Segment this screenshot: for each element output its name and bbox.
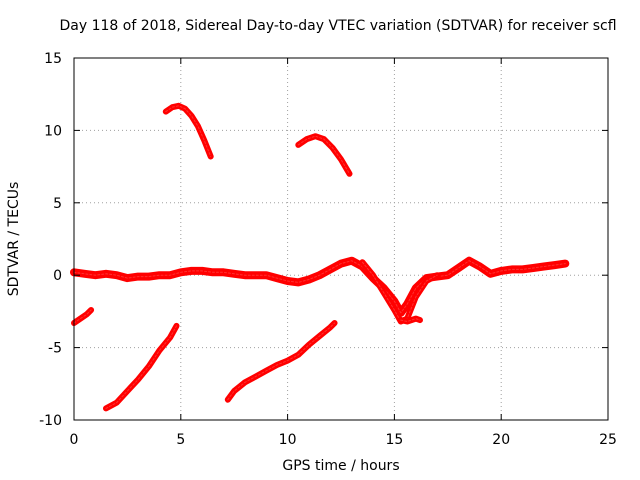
y-tick-label: 10 — [44, 123, 62, 139]
y-tick-label: 15 — [44, 51, 62, 67]
axis-ticks: 0 5 10 15 20 25 -10 -5 0 5 10 15 — [39, 51, 617, 448]
series-seg-late-texture — [400, 318, 421, 322]
series-dip-secondary-texture — [361, 261, 438, 322]
x-tick-label: 25 — [599, 432, 617, 448]
series-seg-rise-2-texture — [227, 322, 336, 401]
series-arc-1 — [162, 102, 214, 160]
x-tick-label: 15 — [385, 432, 403, 448]
series-seg-rise-1 — [103, 322, 180, 412]
x-tick-label: 10 — [279, 432, 297, 448]
y-tick-label: -5 — [48, 341, 62, 357]
series-layer — [70, 102, 570, 412]
y-tick-label: -10 — [39, 413, 62, 429]
series-seg-early — [71, 307, 95, 326]
series-baseline-texture — [73, 260, 566, 314]
series-seg-early-texture — [73, 309, 92, 324]
y-tick-label: 0 — [53, 268, 62, 284]
x-tick-label: 5 — [176, 432, 185, 448]
series-baseline — [70, 256, 570, 317]
series-seg-rise-2 — [224, 320, 338, 403]
series-seg-rise-1-texture — [105, 325, 177, 409]
series-arc-2 — [295, 133, 353, 177]
x-axis-label: GPS time / hours — [282, 458, 399, 474]
series-arc-2-texture — [297, 135, 350, 175]
plot-frame — [73, 57, 609, 421]
chart-title: Day 118 of 2018, Sidereal Day-to-day VTE… — [59, 18, 616, 34]
x-tick-label: 0 — [70, 432, 79, 448]
y-tick-label: 5 — [53, 196, 62, 212]
y-axis-label: SDTVAR / TECUs — [6, 182, 22, 297]
grid — [74, 58, 608, 420]
x-tick-label: 20 — [492, 432, 510, 448]
series-arc-1-texture — [165, 105, 212, 157]
